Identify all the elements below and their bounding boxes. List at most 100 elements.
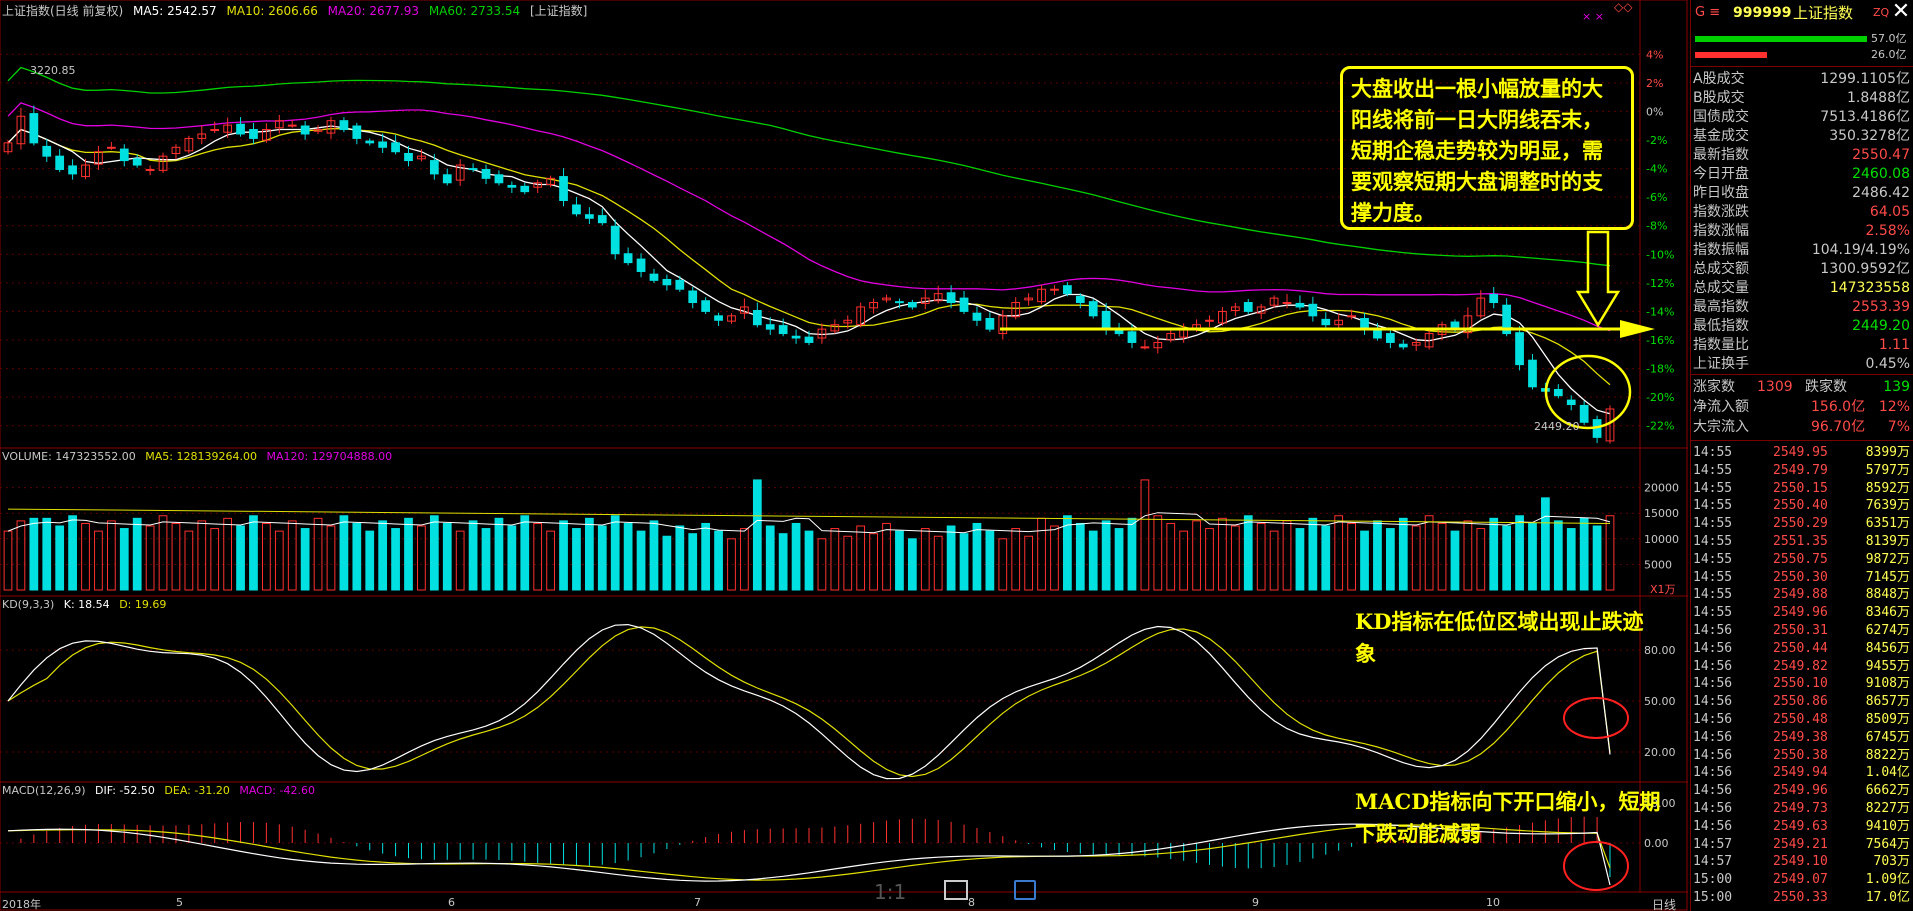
tick-price: 2550.15 (1773, 480, 1828, 496)
fit-screen-icon[interactable] (944, 880, 968, 900)
tick-time: 14:55 (1693, 551, 1733, 567)
up-count-value: 1309 (1757, 379, 1793, 395)
volume-bar (494, 517, 504, 591)
kd-tick-label: 80.00 (1644, 644, 1676, 657)
candle-body (895, 301, 904, 304)
candle-body (1011, 302, 1021, 318)
volume-bar (81, 522, 90, 591)
buy-strength-bar (1695, 36, 1867, 42)
stat-row: B股成交 1.8488亿 (1693, 89, 1910, 107)
volume-bar (455, 530, 465, 591)
candle-body (378, 141, 388, 148)
tick-volume: 9410万 (1865, 818, 1910, 834)
volume-bar (1011, 528, 1021, 591)
kd-tick-label: 50.00 (1644, 695, 1676, 708)
stat-label: 最低指数 (1693, 318, 1749, 334)
volume-bar (765, 525, 775, 591)
zoom-1to1-button[interactable]: 1:1 (874, 880, 907, 904)
candle-body (1243, 302, 1253, 312)
sell-strength-bar (1695, 52, 1767, 58)
candle-body (1502, 304, 1512, 335)
volume-bar (1334, 515, 1344, 591)
diamond-marks[interactable]: ◇◇ (1614, 0, 1633, 14)
tick-price: 2549.96 (1773, 783, 1828, 799)
macd-tick-label: 50.00 (1644, 797, 1676, 810)
tick-row: 14:55 2550.40 7639万 (1693, 497, 1910, 515)
volume-bar (210, 528, 220, 591)
tick-price: 2549.96 (1773, 605, 1828, 621)
flow-row-net: 净流入额 156.0亿 12% (1693, 398, 1910, 416)
candle-body (804, 336, 814, 343)
candle-body (649, 273, 659, 281)
tick-time: 15:00 (1693, 890, 1733, 905)
volume-bar (1347, 522, 1356, 591)
tick-price: 2550.38 (1773, 747, 1828, 763)
tick-volume: 5797万 (1865, 462, 1910, 478)
tick-price: 2550.30 (1773, 569, 1828, 585)
tick-time: 14:56 (1693, 658, 1733, 674)
pct-tick-label: -20% (1646, 391, 1674, 404)
close-window-icon[interactable]: ✕ (1891, 0, 1911, 24)
candle-body (688, 290, 698, 304)
support-arrow (1620, 320, 1655, 338)
stat-row: 指数振幅 104.19/4.19% (1693, 241, 1910, 259)
pct-tick-label: -14% (1646, 305, 1674, 318)
settings-icon[interactable] (1014, 880, 1036, 900)
candle-body (636, 258, 646, 272)
period-label[interactable]: 日线 (1652, 898, 1677, 911)
candle-body (391, 142, 400, 153)
tick-price: 2549.21 (1773, 836, 1828, 852)
macd-title: MACD(12,26,9) (2, 784, 86, 797)
tick-price: 2549.82 (1773, 658, 1828, 674)
tick-row: 15:00 2550.33 17.0亿 (1693, 889, 1910, 907)
tick-row: 14:56 2549.38 6745万 (1693, 729, 1910, 747)
volume-bar (1360, 530, 1369, 591)
gear-icon[interactable]: G ≡ (1695, 5, 1721, 20)
volume-bar (391, 528, 400, 591)
index-title: 上证指数(日线 前复权) (2, 4, 124, 18)
candle-body (1463, 315, 1473, 334)
tick-volume: 703万 (1873, 854, 1910, 870)
volume-bar (1437, 522, 1447, 591)
pct-tick-label: -2% (1646, 134, 1667, 147)
candle-body (313, 129, 323, 132)
candle-body (339, 120, 349, 131)
x-label-10: 10 (1486, 896, 1500, 909)
volume-bar (55, 525, 65, 591)
volume-bar (29, 517, 39, 591)
x-label-6: 6 (448, 896, 455, 909)
kline-chart-svg[interactable]: 4% 2% 0% -2% -4% -6% -8% -10% -12% -14% -16% -18% -2… (0, 0, 1688, 911)
volume-bar (1385, 528, 1395, 591)
volume-bar (274, 530, 284, 591)
candle-body (1063, 285, 1072, 295)
pct-tick-label: -10% (1646, 248, 1674, 261)
tick-row: 14:56 2550.86 8657万 (1693, 693, 1910, 711)
tick-row: 14:56 2550.31 6274万 (1693, 622, 1910, 640)
candle-body (1075, 295, 1085, 304)
tick-time: 14:55 (1693, 516, 1733, 532)
volume-bar (1541, 497, 1550, 591)
chart-area[interactable]: 4% 2% 0% -2% -4% -6% -8% -10% -12% -14% -16% -18% -2… (0, 0, 1688, 911)
volume-bar (262, 522, 271, 591)
close-chart-marks[interactable]: × × (1582, 10, 1604, 23)
quote-sidebar: G ≡ 999999 上证指数 ZQ ✕ 57.0亿 26.0亿 A股成交 129… (1690, 0, 1913, 911)
pct-tick-label: -12% (1646, 277, 1674, 290)
candle-body (791, 335, 801, 339)
candle-body (727, 315, 736, 322)
volume-ma120-line (7, 508, 1611, 524)
pct-tick-label: -22% (1646, 420, 1674, 433)
volume-bar (791, 522, 801, 591)
stat-row: 总成交额 1300.9592亿 (1693, 260, 1910, 278)
tick-row: 14:55 2549.88 8848万 (1693, 586, 1910, 604)
candle-body (1256, 306, 1266, 314)
stat-label: 上证换手 (1693, 356, 1749, 372)
volume-bar (365, 530, 375, 591)
macd-value-label: MACD: -42.60 (239, 784, 315, 797)
candle-body (1579, 404, 1589, 423)
volume-bar (1063, 515, 1072, 591)
volume-bar (804, 530, 814, 591)
candle-body (533, 182, 543, 188)
tick-volume: 8592万 (1865, 480, 1910, 496)
kd-d-line (7, 626, 1611, 778)
volume-bar (946, 525, 956, 591)
